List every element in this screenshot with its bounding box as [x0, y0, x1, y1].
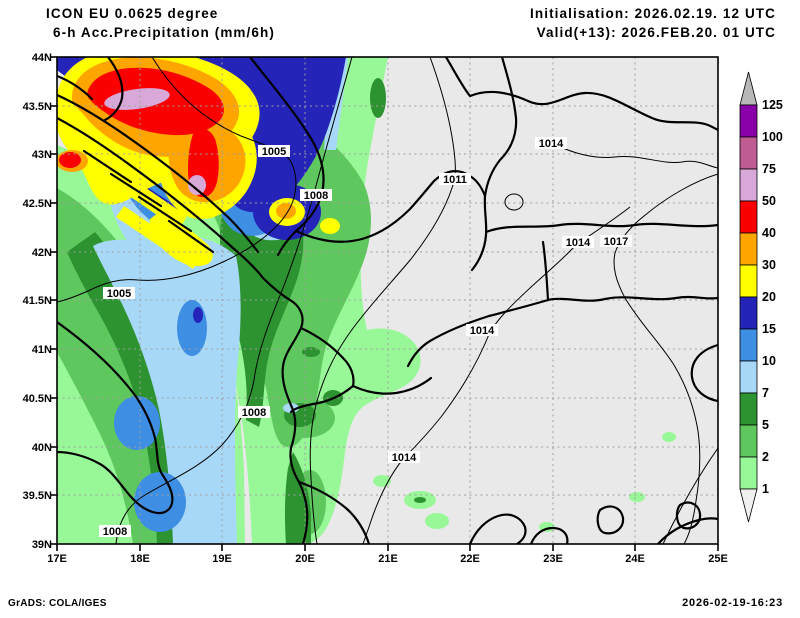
creation-timestamp: 2026-02-19-16:23: [682, 597, 783, 609]
isobar-label: 1011: [443, 174, 467, 186]
colorbar-tick-label: 30: [762, 258, 776, 272]
lon-tick-label: 23E: [543, 553, 563, 565]
valid-time: Valid(+13): 2026.FEB.20. 01 UTC: [536, 25, 776, 40]
lon-tick-label: 25E: [708, 553, 728, 565]
isobar-label: 1008: [242, 407, 266, 419]
lat-tick-label: 40N: [32, 442, 52, 454]
colorbar-band: [739, 200, 758, 234]
axis-ticks: [50, 56, 719, 551]
lat-axis: 44N 43.5N 43N 42.5N 42N 41.5N 41N 40.5N …: [23, 52, 52, 551]
lon-tick-label: 19E: [212, 553, 232, 565]
map-canvas: 1005 1008 1011 1014 1014 1017 1014 1008 …: [57, 57, 718, 544]
colorbar-tick-label: 5: [762, 418, 769, 432]
isobar-label: 1014: [566, 237, 591, 249]
colorbar-tick-label: 10: [762, 354, 776, 368]
colorbar-band: [739, 328, 758, 362]
colorbar-tick-label: 125: [762, 98, 783, 112]
lon-tick-label: 17E: [47, 553, 67, 565]
product-title: 6-h Acc.Precipitation (mm/6h): [53, 25, 275, 40]
colorbar-tick-label: 2: [762, 450, 769, 464]
lon-tick-label: 20E: [295, 553, 315, 565]
colorbar-tick-label: 20: [762, 290, 776, 304]
colorbar-band: [739, 424, 758, 458]
lat-lon-grid: [57, 57, 718, 544]
lat-tick-label: 41N: [32, 344, 52, 356]
lon-tick-label: 21E: [378, 553, 398, 565]
colorbar-tick-label: 1: [762, 482, 769, 496]
lat-tick-label: 41.5N: [23, 295, 52, 307]
colorbar-overflow-top: [739, 71, 758, 106]
isobar-label: 1005: [262, 146, 286, 158]
lat-tick-label: 43N: [32, 149, 52, 161]
lon-tick-label: 22E: [460, 553, 480, 565]
colorbar-overflow-bottom: [739, 488, 758, 523]
colorbar-band: [739, 136, 758, 170]
grads-credit: GrADS: COLA/IGES: [8, 598, 107, 609]
colorbar-tick-label: 50: [762, 194, 776, 208]
lat-tick-label: 42N: [32, 247, 52, 259]
country-borders: [57, 57, 718, 544]
lat-tick-label: 43.5N: [23, 101, 52, 113]
lat-tick-label: 39N: [32, 539, 52, 551]
colorbar: 125 100 75 50 40 30 20 15 10 7 5 2 1: [739, 71, 783, 523]
pressure-isobars: [57, 57, 718, 544]
colorbar-band: [739, 456, 758, 490]
isobar-label: 1005: [107, 288, 131, 300]
colorbar-band: [739, 104, 758, 138]
colorbar-band: [739, 360, 758, 394]
lon-axis: 17E 18E 19E 20E 21E 22E 23E 24E 25E: [47, 553, 728, 565]
colorbar-band: [739, 168, 758, 202]
colorbar-tick-label: 40: [762, 226, 776, 240]
isobar-label: 1008: [304, 190, 328, 202]
isobar-label: 1008: [103, 526, 127, 538]
colorbar-tick-label: 100: [762, 130, 783, 144]
isobar-label: 1014: [392, 452, 417, 464]
isobar-labels: 1005 1008 1011 1014 1014 1017 1014 1008 …: [99, 137, 632, 538]
lon-tick-label: 24E: [625, 553, 645, 565]
colorbar-labels: 125 100 75 50 40 30 20 15 10 7 5 2 1: [762, 98, 783, 496]
isobar-label: 1014: [470, 325, 495, 337]
colorbar-band: [739, 392, 758, 426]
isobar-label: 1017: [604, 236, 628, 248]
colorbar-band: [739, 296, 758, 330]
lat-tick-label: 42.5N: [23, 198, 52, 210]
model-title: ICON EU 0.0625 degree: [46, 6, 219, 21]
colorbar-band: [739, 232, 758, 266]
lat-tick-label: 44N: [32, 52, 52, 64]
lon-tick-label: 18E: [130, 553, 150, 565]
isobar-label: 1014: [539, 138, 564, 150]
lat-tick-label: 39.5N: [23, 490, 52, 502]
lat-tick-label: 40.5N: [23, 393, 52, 405]
colorbar-band: [739, 264, 758, 298]
colorbar-tick-label: 75: [762, 162, 776, 176]
colorbar-tick-label: 15: [762, 322, 776, 336]
init-time: Initialisation: 2026.02.19. 12 UTC: [530, 6, 776, 21]
colorbar-tick-label: 7: [762, 386, 769, 400]
